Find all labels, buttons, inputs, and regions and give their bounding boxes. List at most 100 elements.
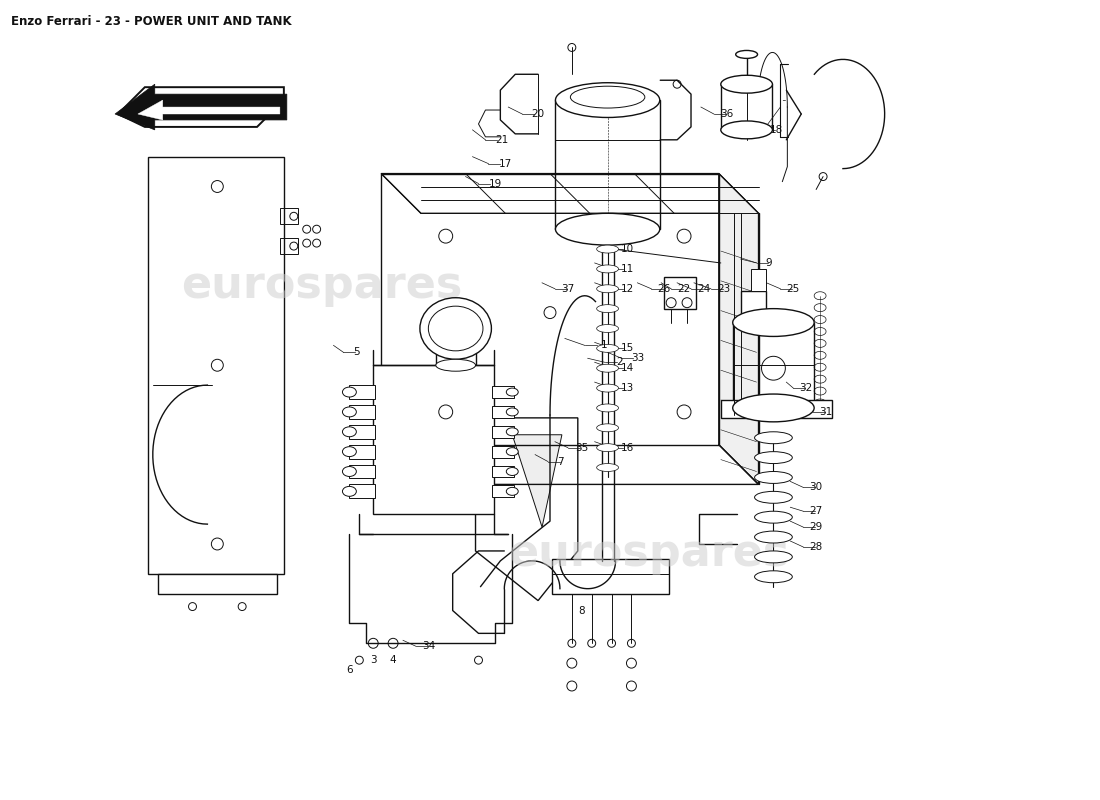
Ellipse shape — [596, 404, 618, 412]
Ellipse shape — [596, 364, 618, 372]
Ellipse shape — [506, 487, 518, 495]
Text: Enzo Ferrari - 23 - POWER UNIT AND TANK: Enzo Ferrari - 23 - POWER UNIT AND TANK — [11, 14, 292, 28]
Bar — [373, 366, 494, 514]
Text: 5: 5 — [353, 347, 360, 358]
Text: 21: 21 — [496, 135, 509, 145]
Bar — [350, 385, 375, 399]
Bar — [350, 445, 375, 458]
Ellipse shape — [755, 491, 792, 503]
Polygon shape — [147, 157, 284, 574]
Ellipse shape — [596, 285, 618, 293]
Bar — [664, 277, 696, 309]
Bar — [279, 208, 298, 224]
Bar — [493, 426, 514, 438]
Text: 17: 17 — [498, 158, 512, 169]
Polygon shape — [118, 87, 284, 127]
Bar — [740, 290, 767, 322]
Ellipse shape — [733, 309, 814, 337]
Ellipse shape — [755, 432, 792, 444]
Ellipse shape — [755, 551, 792, 563]
Ellipse shape — [755, 471, 792, 483]
Text: 31: 31 — [820, 407, 833, 417]
Text: 24: 24 — [697, 284, 711, 294]
Text: 2: 2 — [616, 358, 623, 367]
Bar — [493, 446, 514, 458]
Text: 28: 28 — [810, 542, 823, 552]
Ellipse shape — [596, 305, 618, 313]
Ellipse shape — [596, 463, 618, 471]
Ellipse shape — [596, 424, 618, 432]
Ellipse shape — [733, 394, 814, 422]
Ellipse shape — [420, 298, 492, 359]
Bar — [493, 486, 514, 498]
Ellipse shape — [596, 444, 618, 452]
Ellipse shape — [571, 86, 645, 108]
Ellipse shape — [436, 359, 475, 371]
Ellipse shape — [720, 75, 772, 93]
Polygon shape — [513, 434, 562, 527]
Bar — [493, 466, 514, 478]
Text: 7: 7 — [557, 457, 563, 466]
Text: 26: 26 — [658, 284, 671, 294]
Text: 36: 36 — [720, 109, 734, 119]
Text: 11: 11 — [620, 264, 634, 274]
Text: 16: 16 — [620, 442, 634, 453]
Text: 19: 19 — [488, 178, 502, 189]
Bar — [720, 400, 832, 418]
Text: 15: 15 — [620, 343, 634, 354]
Bar — [279, 238, 298, 254]
Text: 12: 12 — [620, 284, 634, 294]
Polygon shape — [116, 84, 287, 130]
Bar — [350, 465, 375, 478]
Text: 37: 37 — [561, 284, 574, 294]
Ellipse shape — [556, 214, 660, 245]
Text: 34: 34 — [422, 642, 436, 651]
Text: 22: 22 — [678, 284, 691, 294]
Polygon shape — [382, 174, 759, 214]
Text: 35: 35 — [575, 442, 589, 453]
Polygon shape — [138, 100, 279, 120]
Text: 4: 4 — [389, 655, 396, 665]
Ellipse shape — [506, 408, 518, 416]
Text: 27: 27 — [810, 506, 823, 516]
Text: 10: 10 — [620, 244, 634, 254]
Bar — [350, 425, 375, 438]
Text: 33: 33 — [630, 354, 644, 363]
Ellipse shape — [556, 82, 660, 118]
Ellipse shape — [506, 467, 518, 475]
Ellipse shape — [596, 344, 618, 352]
Text: 6: 6 — [346, 665, 353, 675]
Ellipse shape — [506, 448, 518, 456]
Text: 20: 20 — [531, 109, 544, 119]
Polygon shape — [157, 574, 277, 594]
Bar — [350, 485, 375, 498]
Bar — [436, 343, 475, 366]
Ellipse shape — [755, 571, 792, 582]
Text: 8: 8 — [579, 606, 585, 615]
Text: 14: 14 — [620, 363, 634, 374]
Text: 1: 1 — [602, 340, 608, 350]
Ellipse shape — [342, 446, 356, 457]
Bar — [493, 386, 514, 398]
Bar — [750, 269, 767, 290]
Text: eurospares: eurospares — [180, 264, 462, 307]
Bar — [552, 559, 669, 594]
Text: 30: 30 — [810, 482, 823, 492]
Ellipse shape — [755, 452, 792, 463]
Bar — [493, 406, 514, 418]
Text: 3: 3 — [370, 655, 376, 665]
Text: 23: 23 — [717, 284, 730, 294]
Ellipse shape — [755, 511, 792, 523]
Ellipse shape — [342, 486, 356, 496]
Text: 25: 25 — [786, 284, 800, 294]
Ellipse shape — [342, 427, 356, 437]
Ellipse shape — [596, 245, 618, 253]
Polygon shape — [718, 174, 759, 485]
Ellipse shape — [506, 428, 518, 436]
Text: 13: 13 — [620, 383, 634, 393]
Text: 29: 29 — [810, 522, 823, 532]
Bar — [350, 405, 375, 419]
Ellipse shape — [755, 531, 792, 543]
Ellipse shape — [342, 407, 356, 417]
Text: 32: 32 — [800, 383, 813, 393]
